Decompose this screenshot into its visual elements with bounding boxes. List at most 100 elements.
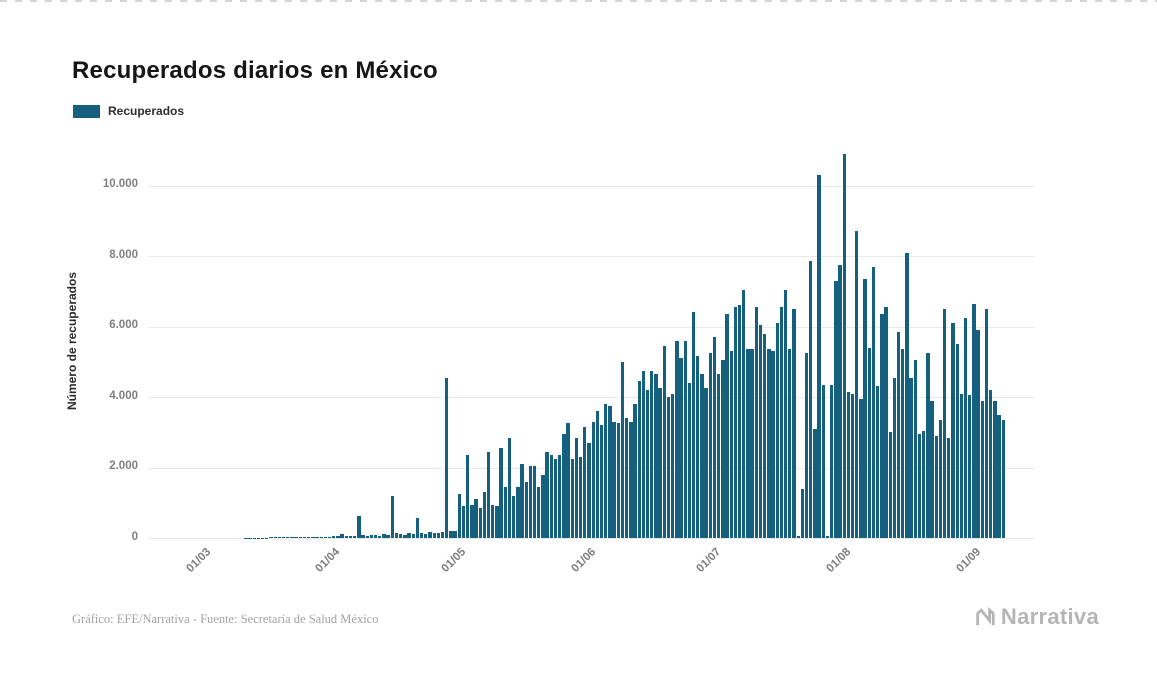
bar[interactable] xyxy=(382,534,386,538)
legend[interactable]: Recuperados xyxy=(73,104,184,118)
bar[interactable] xyxy=(524,481,528,538)
bar[interactable] xyxy=(256,537,261,538)
bar[interactable] xyxy=(633,404,637,538)
bar[interactable] xyxy=(403,534,407,538)
bar[interactable] xyxy=(503,486,507,538)
bar[interactable] xyxy=(629,421,633,538)
bar[interactable] xyxy=(942,308,947,538)
bar[interactable] xyxy=(901,349,905,538)
bar[interactable] xyxy=(407,532,411,538)
bar[interactable] xyxy=(461,506,466,538)
bar[interactable] xyxy=(884,307,888,538)
bar[interactable] xyxy=(516,486,520,538)
bar[interactable] xyxy=(491,504,495,538)
bar[interactable] xyxy=(445,377,449,538)
bar[interactable] xyxy=(294,537,298,538)
bar[interactable] xyxy=(440,531,445,538)
bar[interactable] xyxy=(244,537,248,538)
bar[interactable] xyxy=(453,530,457,538)
bar[interactable] xyxy=(269,537,273,538)
bar[interactable] xyxy=(796,536,800,538)
bar[interactable] xyxy=(595,411,600,538)
bar[interactable] xyxy=(679,358,683,538)
bar[interactable] xyxy=(612,421,616,538)
bar[interactable] xyxy=(993,400,997,538)
bar[interactable] xyxy=(788,349,792,538)
bar[interactable] xyxy=(997,414,1001,538)
bar[interactable] xyxy=(666,397,671,538)
bar[interactable] xyxy=(608,405,612,538)
bar[interactable] xyxy=(926,352,930,538)
bar[interactable] xyxy=(742,289,746,538)
bar[interactable] xyxy=(558,455,562,538)
bar[interactable] xyxy=(315,536,319,538)
bar[interactable] xyxy=(662,345,666,538)
bar[interactable] xyxy=(809,261,813,538)
bar[interactable] xyxy=(478,508,482,538)
bar[interactable] xyxy=(712,337,717,538)
bar[interactable] xyxy=(361,535,365,538)
bar[interactable] xyxy=(578,456,583,538)
bar[interactable] xyxy=(470,504,474,538)
bar[interactable] xyxy=(620,361,625,538)
bar[interactable] xyxy=(399,533,403,538)
bar[interactable] xyxy=(825,536,830,538)
bar[interactable] xyxy=(624,418,629,538)
bar[interactable] xyxy=(876,386,880,538)
bar[interactable] xyxy=(637,381,641,538)
bar[interactable] xyxy=(968,395,972,538)
bar[interactable] xyxy=(520,463,524,538)
bar[interactable] xyxy=(804,352,809,538)
bar[interactable] xyxy=(340,534,344,538)
bar[interactable] xyxy=(424,533,428,538)
bar[interactable] xyxy=(419,533,424,538)
bar[interactable] xyxy=(763,333,767,538)
bar[interactable] xyxy=(729,351,733,538)
bar[interactable] xyxy=(265,537,269,538)
bar[interactable] xyxy=(650,370,654,538)
bar[interactable] xyxy=(553,458,558,538)
bar[interactable] xyxy=(771,351,775,538)
bar[interactable] xyxy=(486,451,491,538)
bar[interactable] xyxy=(415,518,420,538)
bar[interactable] xyxy=(499,448,503,538)
bar[interactable] xyxy=(779,307,784,538)
bar[interactable] xyxy=(850,393,855,538)
bar[interactable] xyxy=(286,537,290,538)
bar[interactable] xyxy=(311,536,315,538)
bar[interactable] xyxy=(725,314,729,538)
bar[interactable] xyxy=(842,153,846,538)
bar[interactable] xyxy=(871,266,876,538)
bar[interactable] xyxy=(880,314,884,538)
bar[interactable] xyxy=(800,488,805,538)
bar[interactable] xyxy=(980,400,984,538)
bar[interactable] xyxy=(290,537,294,538)
bar[interactable] xyxy=(273,537,277,538)
bar[interactable] xyxy=(922,430,926,538)
bar[interactable] xyxy=(583,426,587,538)
bar[interactable] xyxy=(1001,419,1005,538)
bar[interactable] xyxy=(955,344,959,538)
bar[interactable] xyxy=(641,370,646,538)
bar[interactable] xyxy=(888,432,892,538)
bar[interactable] xyxy=(972,303,976,538)
bar[interactable] xyxy=(938,419,943,538)
bar[interactable] xyxy=(327,536,332,538)
bar[interactable] xyxy=(348,536,353,538)
bar[interactable] xyxy=(746,349,750,538)
bar[interactable] xyxy=(721,360,725,538)
bar[interactable] xyxy=(859,398,863,538)
bar[interactable] xyxy=(474,499,478,538)
bar[interactable] xyxy=(917,434,922,538)
bar[interactable] xyxy=(465,455,470,538)
bar[interactable] xyxy=(357,516,361,538)
bar[interactable] xyxy=(616,423,620,538)
bar[interactable] xyxy=(758,324,763,538)
bar[interactable] xyxy=(319,536,323,538)
bar[interactable] xyxy=(867,347,871,538)
bar[interactable] xyxy=(587,442,591,538)
bar[interactable] xyxy=(691,312,696,538)
bar[interactable] xyxy=(432,533,436,538)
bar[interactable] xyxy=(855,231,859,538)
bar[interactable] xyxy=(947,437,951,538)
